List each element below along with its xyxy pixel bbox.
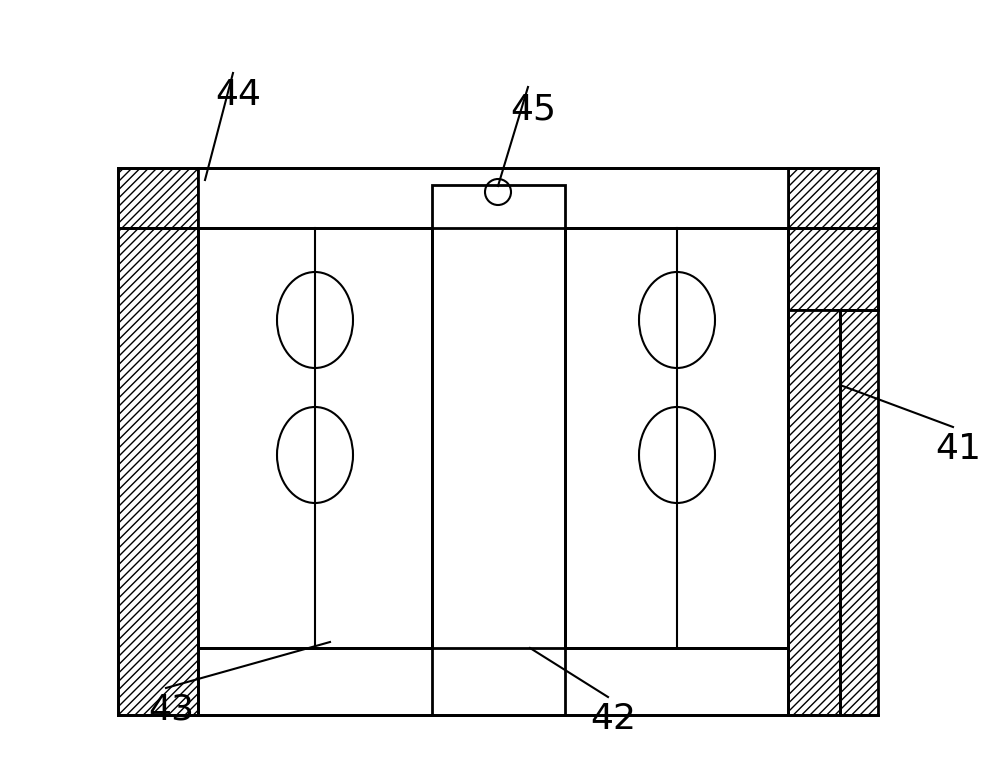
Bar [565,228,788,648]
Bar [198,228,432,648]
Bar [198,168,788,228]
Bar [198,648,788,715]
Bar [118,228,198,715]
Bar [432,185,565,715]
Text: 43: 43 [148,693,194,727]
Bar [118,168,878,715]
Bar [840,310,878,715]
Bar [788,228,878,310]
Text: 42: 42 [590,702,636,736]
Text: 44: 44 [215,78,261,112]
Bar [118,168,198,228]
Bar [788,168,878,228]
Text: 45: 45 [510,92,556,126]
Text: 41: 41 [935,432,981,466]
Bar [788,310,840,715]
